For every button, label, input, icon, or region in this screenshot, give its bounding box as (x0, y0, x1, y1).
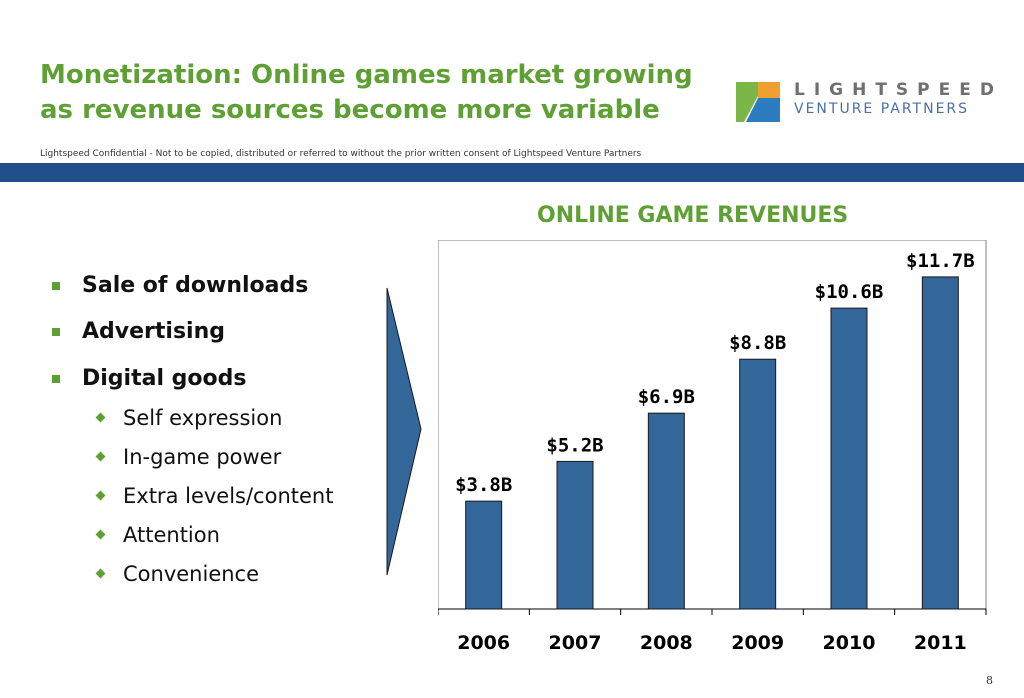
diamond-bullet-icon (95, 529, 106, 540)
data-label: $10.6B (815, 281, 884, 303)
bar-2010 (830, 307, 868, 610)
x-tick-label: 2011 (914, 632, 967, 654)
sub-bullet-text: Attention (123, 523, 220, 547)
x-tick-label: 2010 (823, 632, 876, 654)
data-label: $3.8B (455, 474, 512, 496)
x-tick-label: 2006 (457, 632, 510, 654)
sub-bullet-text: Convenience (123, 562, 260, 586)
bullet-text: Digital goods (82, 366, 247, 391)
logo-text-venture-partners: VENTURE PARTNERS (794, 101, 970, 117)
square-bullet-icon (52, 328, 60, 336)
diamond-bullet-icon (95, 490, 106, 501)
sub-bullet-text: In-game power (123, 445, 282, 469)
title-line-2: as revenue sources become more variable (40, 95, 660, 125)
plot-area (438, 240, 987, 610)
confidentiality-notice: Lightspeed Confidential - Not to be copi… (40, 149, 642, 159)
square-bullet-icon (52, 375, 60, 383)
bullet-text: Sale of downloads (82, 273, 309, 298)
square-bullet-icon (52, 282, 60, 290)
lightspeed-logo-mark-icon (736, 82, 780, 122)
diamond-bullet-icon (95, 412, 106, 423)
bar-2011 (921, 276, 959, 610)
data-label: $11.7B (906, 250, 975, 272)
chart-title: ONLINE GAME REVENUES (537, 203, 849, 228)
bar-2008 (647, 412, 685, 610)
x-tick-label: 2009 (731, 632, 784, 654)
title-line-1: Monetization: Online games market growin… (40, 60, 693, 90)
bullet-text: Advertising (82, 319, 225, 344)
diamond-bullet-icon (95, 568, 106, 579)
header-band (0, 163, 1024, 182)
bar-2007 (556, 460, 594, 610)
data-label: $5.2B (546, 434, 603, 456)
sub-bullet-text: Extra levels/content (123, 484, 334, 508)
slide-title: Monetization: Online games market growin… (40, 58, 720, 128)
data-label: $6.9B (638, 386, 695, 408)
chevron-arrow-icon (386, 287, 422, 576)
x-tick-label: 2008 (640, 632, 693, 654)
diamond-bullet-icon (95, 451, 106, 462)
logo-text-lightspeed: LIGHTSPEED (794, 80, 1003, 100)
revenue-bar-chart: $3.8B 2006 $5.2B 2007 $6.9B 2008 $8.8B 2009 $10.… (438, 240, 987, 654)
x-tick-label: 2007 (549, 632, 602, 654)
bar-2006 (465, 500, 503, 610)
data-label: $8.8B (729, 332, 786, 354)
page-number: 8 (986, 674, 993, 687)
bar-2009 (739, 358, 777, 610)
sub-bullet-text: Self expression (123, 406, 283, 430)
lightspeed-logo: LIGHTSPEED VENTURE PARTNERS (736, 76, 1006, 122)
